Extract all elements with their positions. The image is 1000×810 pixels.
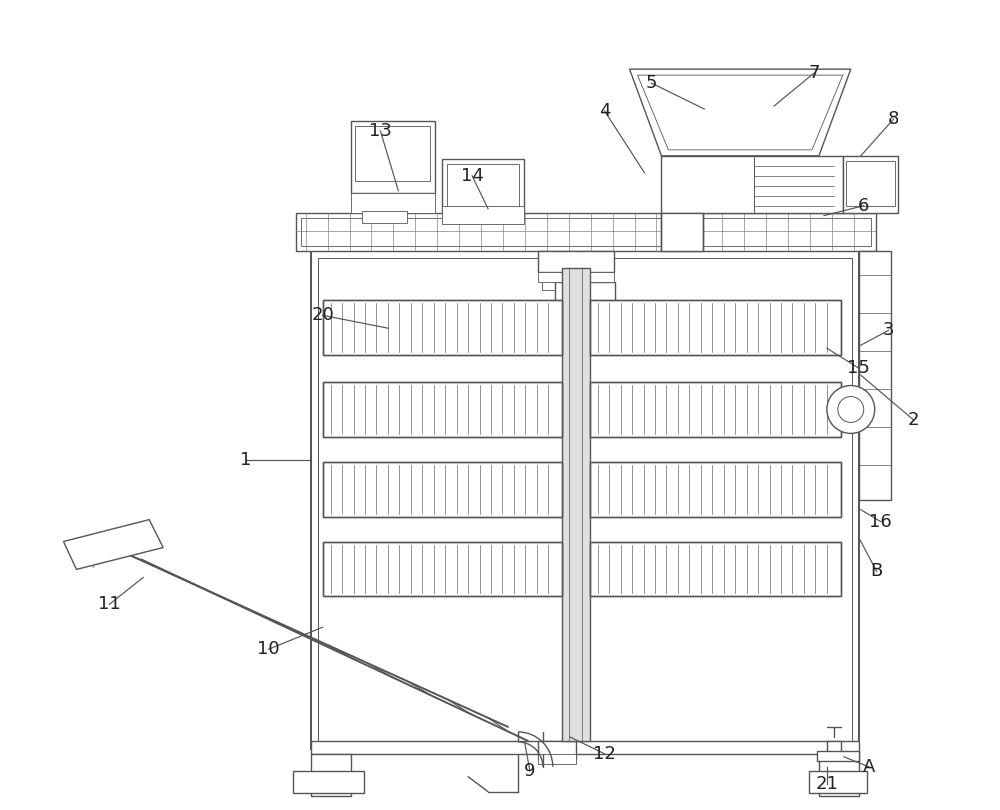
Text: 4: 4 — [599, 102, 610, 120]
Bar — [323, 382, 562, 437]
Text: 20: 20 — [311, 306, 334, 324]
Text: 16: 16 — [869, 513, 892, 531]
Bar — [843, 156, 898, 213]
Bar — [355, 126, 430, 181]
Bar — [859, 250, 891, 500]
Text: 14: 14 — [461, 167, 484, 185]
Bar — [442, 159, 524, 213]
Bar — [323, 301, 562, 355]
Bar — [323, 462, 562, 517]
Bar — [590, 382, 841, 437]
Bar — [323, 462, 562, 517]
Bar — [846, 161, 895, 206]
Bar — [661, 156, 843, 213]
Circle shape — [838, 397, 864, 423]
Bar — [311, 250, 859, 748]
Bar — [538, 250, 614, 272]
Bar — [590, 301, 841, 355]
Bar — [311, 741, 859, 754]
Text: 8: 8 — [888, 110, 899, 128]
Bar — [447, 164, 519, 207]
Bar — [542, 272, 610, 291]
Text: 13: 13 — [369, 122, 392, 140]
Bar — [562, 268, 590, 741]
Text: A: A — [863, 758, 875, 776]
Bar — [809, 771, 867, 793]
Text: 6: 6 — [858, 197, 869, 215]
Bar — [293, 771, 364, 793]
Text: 12: 12 — [593, 745, 616, 763]
Bar — [538, 754, 576, 764]
Text: 3: 3 — [883, 322, 894, 339]
Text: 11: 11 — [98, 595, 121, 613]
Polygon shape — [630, 69, 851, 156]
Bar — [323, 542, 562, 596]
Bar — [590, 462, 841, 517]
Text: 21: 21 — [815, 774, 838, 793]
Text: 1: 1 — [240, 451, 252, 469]
Text: 10: 10 — [257, 640, 280, 659]
Bar — [590, 462, 841, 517]
Bar — [817, 751, 859, 761]
Bar — [590, 382, 841, 437]
Text: 5: 5 — [646, 74, 657, 92]
Bar — [590, 542, 841, 596]
Bar — [323, 301, 562, 355]
Bar — [362, 211, 407, 223]
Bar — [827, 741, 841, 756]
Text: 15: 15 — [847, 359, 870, 377]
Bar — [819, 754, 859, 795]
Bar — [538, 741, 576, 759]
Bar — [296, 213, 876, 250]
Bar — [555, 283, 615, 307]
Text: 2: 2 — [908, 411, 919, 429]
Bar — [311, 754, 351, 795]
Bar — [538, 272, 614, 283]
Bar — [351, 121, 435, 193]
Bar — [661, 213, 703, 250]
Text: 7: 7 — [808, 64, 820, 82]
Bar — [323, 382, 562, 437]
Bar — [590, 542, 841, 596]
Text: 9: 9 — [524, 761, 536, 780]
Bar — [442, 206, 524, 224]
Bar — [301, 218, 871, 245]
Bar — [590, 301, 841, 355]
Circle shape — [827, 386, 875, 433]
Text: B: B — [871, 562, 883, 581]
Bar — [318, 258, 852, 742]
Bar — [323, 542, 562, 596]
Polygon shape — [64, 519, 163, 569]
Bar — [351, 193, 435, 213]
